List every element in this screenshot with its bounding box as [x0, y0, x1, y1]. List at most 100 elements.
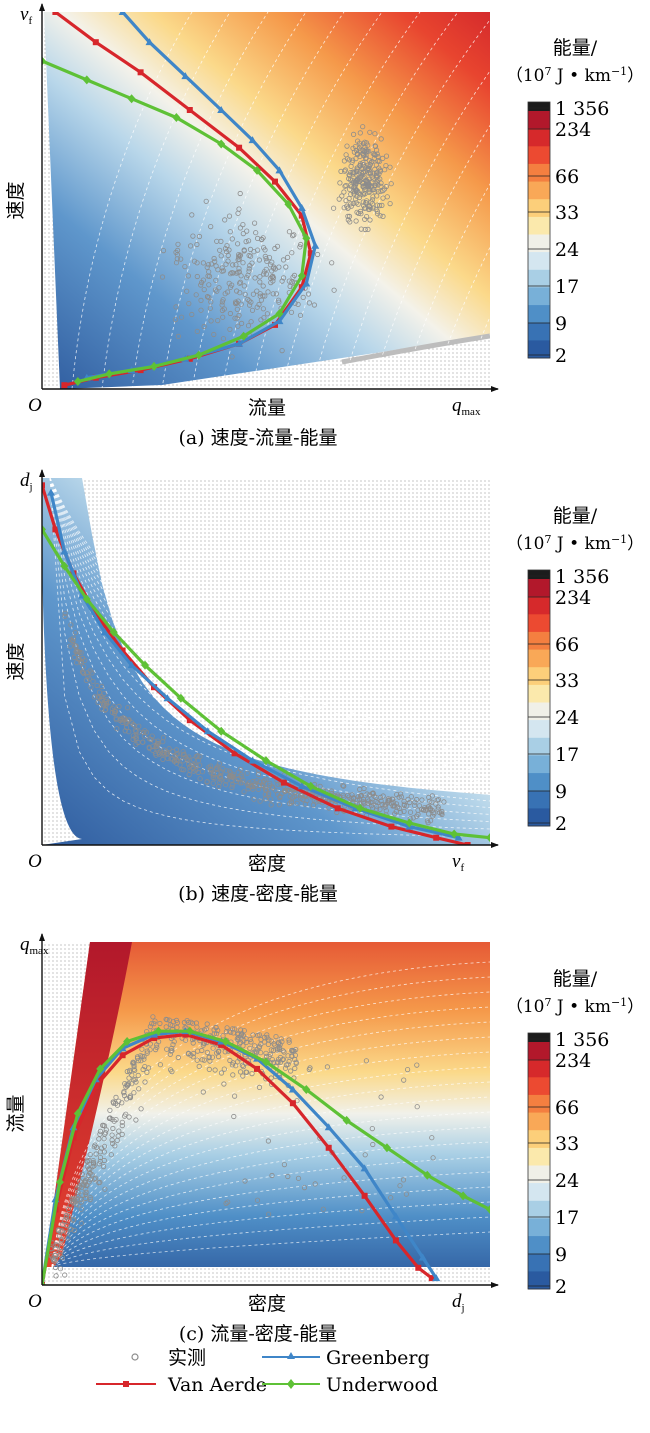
measured-point — [404, 1067, 411, 1073]
panel-c-plot — [42, 942, 490, 1285]
measured-point — [175, 333, 181, 339]
measured-point — [286, 278, 292, 284]
measured-point — [246, 238, 252, 244]
measured-point — [257, 798, 263, 804]
measured-point — [239, 320, 245, 326]
measured-point — [414, 1062, 420, 1068]
measured-point — [270, 1059, 276, 1066]
measured-point — [96, 689, 103, 695]
measured-point — [130, 721, 136, 728]
measured-point — [380, 213, 386, 219]
measured-point — [159, 274, 166, 280]
measured-point — [377, 168, 383, 174]
measured-point — [94, 682, 100, 689]
measured-point — [361, 800, 367, 806]
colorbar-frame — [527, 569, 551, 827]
measured-point — [280, 1056, 286, 1062]
point-van_aerde — [42, 482, 45, 489]
measured-point — [87, 1197, 93, 1203]
measured-point — [235, 1035, 241, 1041]
measured-point — [200, 260, 206, 266]
point-van_aerde — [137, 69, 144, 76]
point-underwood — [172, 113, 181, 123]
measured-point — [260, 293, 266, 299]
measured-point — [150, 744, 156, 750]
legend-measured-label: 实测 — [168, 1347, 206, 1369]
colorbar-tick-label: 234 — [555, 1050, 591, 1072]
measured-point — [276, 1046, 283, 1053]
point-van_aerde — [433, 834, 440, 841]
colorbar-tick-label: 33 — [555, 670, 579, 692]
point-greenberg — [275, 317, 284, 325]
measured-point — [151, 1020, 157, 1027]
measured-point — [185, 1051, 191, 1057]
measured-point — [170, 1042, 176, 1048]
measured-point — [268, 1047, 274, 1053]
measured-point — [215, 1027, 221, 1034]
measured-point — [373, 170, 379, 176]
measured-point — [280, 275, 287, 281]
measured-point — [233, 262, 239, 268]
measured-point — [425, 811, 432, 817]
measured-point — [279, 278, 285, 284]
contour-line — [51, 1171, 490, 1268]
measured-point — [87, 1195, 93, 1201]
measured-point — [234, 300, 240, 306]
measured-point — [390, 799, 396, 806]
point-underwood — [105, 369, 114, 379]
measured-point — [142, 1079, 148, 1085]
colorbar-swatch — [528, 631, 550, 650]
measured-point — [237, 280, 243, 286]
measured-point — [168, 1048, 174, 1054]
measured-point — [79, 669, 86, 675]
measured-point — [397, 1183, 403, 1189]
measured-point — [223, 778, 229, 784]
measured-point — [191, 762, 197, 768]
measured-point — [217, 247, 223, 253]
point-greenberg — [324, 1123, 333, 1131]
measured-point — [114, 726, 120, 732]
measured-point — [56, 1233, 63, 1239]
measured-point — [433, 801, 439, 807]
measured-point — [185, 761, 192, 767]
measured-point — [198, 307, 204, 313]
measured-point — [257, 274, 263, 280]
measured-point — [206, 1066, 212, 1073]
measured-point — [233, 1063, 239, 1069]
measured-point — [289, 1053, 295, 1059]
measured-point — [279, 347, 285, 354]
measured-point — [230, 782, 236, 788]
measured-point — [83, 1187, 89, 1193]
measured-point — [340, 782, 346, 789]
measured-point — [206, 764, 212, 770]
measured-point — [341, 205, 347, 211]
measured-point — [256, 257, 262, 263]
measured-point — [105, 699, 111, 706]
measured-point — [360, 160, 366, 166]
measured-point — [251, 1049, 257, 1055]
point-van_aerde — [151, 1035, 157, 1041]
measured-point — [268, 279, 274, 286]
measured-point — [140, 1066, 146, 1073]
measured-point — [220, 336, 226, 342]
measured-point — [86, 1166, 92, 1172]
measured-point — [360, 162, 366, 168]
colorbar-swatch — [528, 579, 550, 598]
measured-point — [239, 774, 245, 780]
contour-line — [101, 12, 231, 389]
measured-point — [361, 785, 367, 792]
measured-point — [388, 1195, 394, 1201]
measured-point — [262, 784, 268, 791]
measured-point — [360, 181, 366, 187]
colorbar-tick-label: 2 — [555, 813, 567, 835]
point-greenberg — [217, 106, 226, 114]
measured-point — [314, 251, 321, 258]
colorbar-title-unit: J • km — [551, 997, 610, 1017]
measured-point — [190, 233, 196, 239]
measured-point — [377, 176, 383, 182]
measured-point — [382, 804, 388, 810]
measured-point — [232, 315, 238, 321]
y-axis-top-label-sub: j — [29, 481, 33, 493]
measured-point — [254, 1197, 261, 1203]
measured-point — [213, 263, 219, 269]
